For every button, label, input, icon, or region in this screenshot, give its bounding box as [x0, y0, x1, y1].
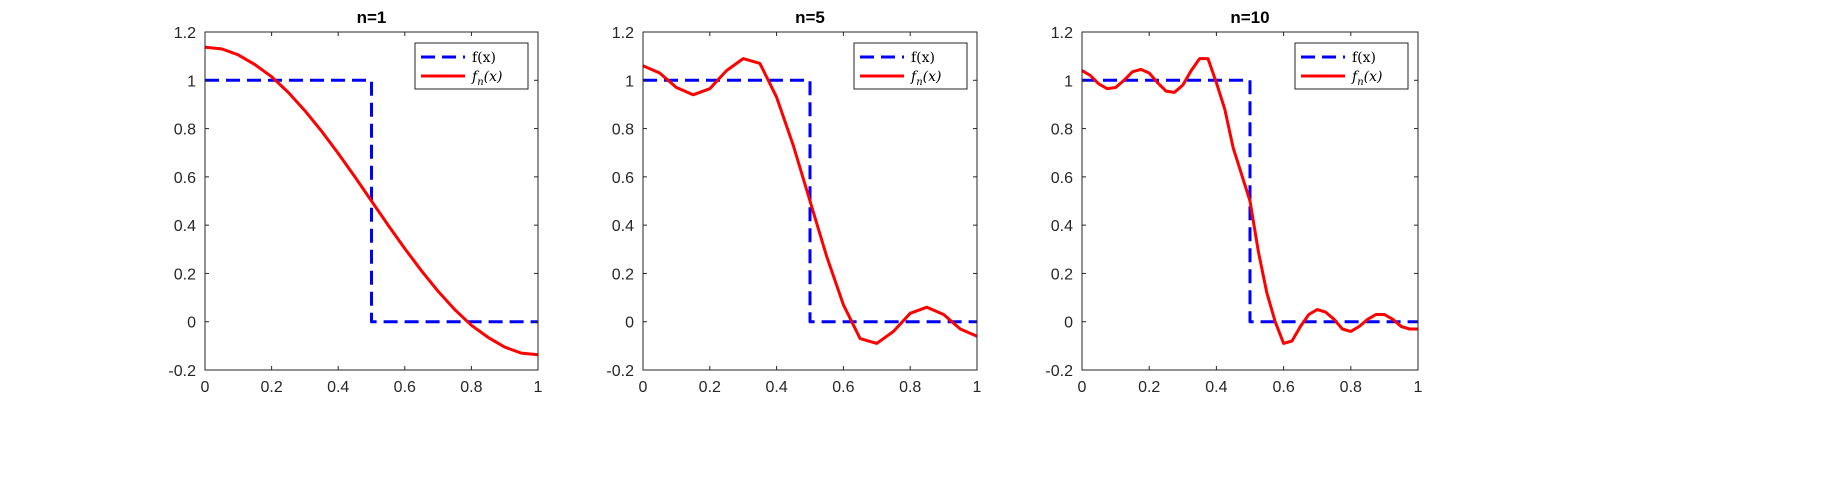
- panel-1-xtick-label: 0.2: [260, 379, 282, 396]
- panel-1-legend-f-label: f(x): [472, 50, 496, 66]
- panel-2-axes-box: [642, 31, 978, 371]
- panel-1-ytick-label: -0.2: [168, 363, 196, 380]
- panel-2-ytick-label: -0.2: [606, 363, 634, 380]
- panel-2-axes: 0 0.2 0.4 0.6 0.8 1 -0.2 0 0.2 0.4 0.6 0.8 1 1.2: [606, 25, 981, 396]
- panel-1-ytick-label: 0: [187, 315, 196, 332]
- panel-2-xtick-label: 0.2: [699, 379, 721, 396]
- panel-3-ytick-label: -0.2: [1045, 363, 1073, 380]
- panel-1: 0 0.2 0.4 0.6 0.8 1-0.200.20.40.60.811.2 n=1 …: [168, 8, 542, 396]
- panel-2-legend: f(x) fn(x): [853, 42, 968, 90]
- panel-1-title: n=1: [357, 8, 387, 27]
- panel-3-ytick-label: 0.6: [1051, 170, 1073, 187]
- panel-2-legend-box: [853, 42, 968, 90]
- panel-3: 0 0.2 0.4 0.6 0.8 1 -0.2 0 0.2 0.4 0.6 0.8 1 1.2 n=10…: [1045, 8, 1422, 396]
- panel-2-ytick-label: 0.2: [612, 266, 634, 283]
- panel-3-axes: 0 0.2 0.4 0.6 0.8 1 -0.2 0 0.2 0.4 0.6 0.8 1 1.2: [1045, 25, 1422, 396]
- panel-2-series-f-line: [643, 78, 977, 324]
- panel-1-xtick-label: 0: [201, 379, 210, 396]
- panel-3-ytick-label: 0.2: [1051, 266, 1073, 283]
- panel-3-ytick-label: 0.8: [1051, 122, 1073, 139]
- panel-1-xtick-label: 0.6: [394, 379, 416, 396]
- panel-1-xtick-label: 0.4: [327, 379, 349, 396]
- panel-2-xtick-label: 0: [639, 379, 648, 396]
- panel-2-ytick-label: 0.6: [612, 170, 634, 187]
- panel-1-axes: 0 0.2 0.4 0.6 0.8 1 -0.2 0 0.2 0.4 0.6 0.8 1 1.2: [168, 25, 542, 396]
- panel-3-legend-fn-label: fn(x): [1351, 69, 1382, 88]
- panel-2-xtick-label: 0.4: [765, 379, 787, 396]
- panel-3-ytick-label: 0.4: [1051, 218, 1073, 235]
- panel-2-ytick-label: 1.2: [612, 25, 634, 42]
- panel-3-xtick-label: 0.2: [1138, 379, 1160, 396]
- panel-3-series-f-line: [1082, 78, 1418, 324]
- panel-2-ytick-label: 1: [625, 73, 634, 90]
- panel-3-ytick-label: 1: [1064, 73, 1073, 90]
- panel-1-xtick-label: 1: [534, 379, 543, 396]
- panel-1-ytick-label: 1: [187, 73, 196, 90]
- panel-1-ytick-label: 0.8: [174, 122, 196, 139]
- panel-1-series-fn-line: [204, 45, 539, 357]
- panel-3-axes-box: [1081, 31, 1419, 371]
- panel-3-title: n=10: [1230, 8, 1269, 27]
- panel-2-series-fn-line: [642, 57, 978, 345]
- panel-2-plot-layer: [642, 57, 978, 345]
- panel-3-plot-layer: [1081, 57, 1418, 345]
- panel-2-legend-f-label: f(x): [911, 50, 935, 66]
- panel-2-xtick-label: 0.8: [899, 379, 921, 396]
- panel-1-series-f-line: [205, 78, 538, 324]
- panel-1-ytick-label: 0.2: [174, 266, 196, 283]
- panel-2-ytick-label: 0.8: [612, 122, 634, 139]
- panel-2-ytick-label: 0: [625, 315, 634, 332]
- panel-3-xtick-label: 0.4: [1205, 379, 1227, 396]
- panel-1-xtick-label: 0.8: [460, 379, 482, 396]
- panel-2-xtick-label: 1: [973, 379, 982, 396]
- panel-3-legend-f-label: f(x): [1352, 50, 1376, 66]
- panel-3-xtick-label: 0: [1078, 379, 1087, 396]
- panel-2-xtick-label: 0.6: [832, 379, 854, 396]
- panel-3-ytick-label: 1.2: [1051, 25, 1073, 42]
- panel-1-axes-box: [204, 31, 539, 371]
- panel-2: 0 0.2 0.4 0.6 0.8 1-0.200.20.40.60.811.2 n=5 …: [606, 8, 981, 396]
- panel-1-ytick-label: 0.6: [174, 170, 196, 187]
- panel-1-legend: f(x) fn(x): [414, 42, 529, 90]
- panel-3-xtick-label: 0.6: [1272, 379, 1294, 396]
- panel-3-ytick-label: 0: [1064, 315, 1073, 332]
- panel-1-plot-layer: [204, 45, 539, 357]
- panel-1-legend-box: [414, 42, 529, 90]
- panel-2-ytick-label: 0.4: [612, 218, 634, 235]
- panel-3-xtick-label: 1: [1414, 379, 1423, 396]
- panel-3-legend-box: [1294, 42, 1409, 90]
- panel-3-xtick-label: 0.8: [1340, 379, 1362, 396]
- panel-1-ytick-label: 1.2: [174, 25, 196, 42]
- panel-2-title: n=5: [795, 8, 825, 27]
- panel-3-legend: f(x) fn(x): [1294, 42, 1409, 90]
- panel-1-ytick-label: 0.4: [174, 218, 196, 235]
- panel-3-series-fn-line: [1081, 57, 1418, 345]
